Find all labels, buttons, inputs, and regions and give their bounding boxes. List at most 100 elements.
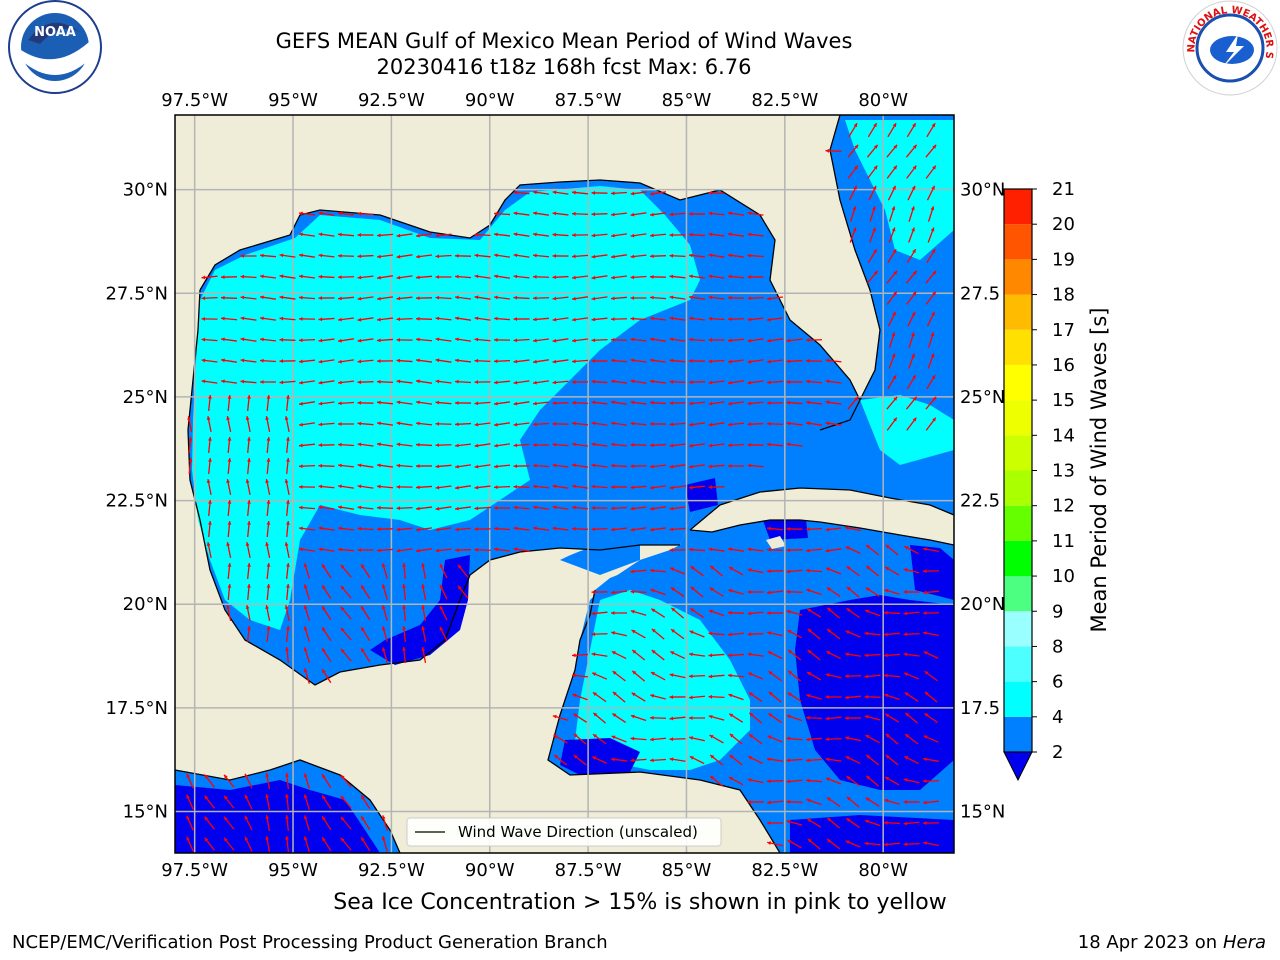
wave-arrow <box>886 396 898 410</box>
wave-arrow <box>227 394 232 412</box>
wave-arrow <box>532 232 550 237</box>
wave-arrow <box>244 773 253 789</box>
colorbar-label: Mean Period of Wind Waves [s] <box>1087 308 1111 633</box>
wave-arrow <box>887 311 897 327</box>
wave-arrow <box>396 548 413 553</box>
wave-arrow <box>340 606 352 620</box>
island-small <box>766 536 786 549</box>
wave-arrow <box>845 630 861 638</box>
wave-arrow <box>454 485 472 490</box>
wave-arrow <box>630 296 647 300</box>
wave-arrow <box>286 583 290 601</box>
wave-arrow <box>825 695 842 699</box>
wave-arrow <box>825 737 842 742</box>
wave-arrow <box>591 632 608 637</box>
wave-arrow <box>298 232 316 237</box>
wave-arrow <box>201 317 218 321</box>
wave-arrow <box>286 394 290 412</box>
wave-arrow <box>925 396 937 410</box>
wave-arrow <box>728 693 744 701</box>
wave-arrow <box>847 165 859 179</box>
wave-arrow <box>591 275 608 280</box>
wave-arrow <box>610 212 628 217</box>
wave-arrow <box>303 836 310 852</box>
wave-arrow <box>454 401 472 405</box>
wave-arrow <box>727 653 745 658</box>
wave-arrow <box>321 647 332 663</box>
wave-arrow <box>825 757 842 762</box>
lat-label-left: 15°N <box>123 802 168 823</box>
wave-arrow <box>208 520 212 538</box>
wave-arrow <box>845 736 861 742</box>
wave-arrow <box>571 421 589 426</box>
wave-arrow <box>923 631 939 637</box>
wave-arrow <box>747 401 764 406</box>
wave-arrow <box>728 776 744 786</box>
wave-arrow <box>303 584 310 600</box>
wave-arrow <box>532 484 550 489</box>
wave-arrow <box>766 421 784 426</box>
wave-arrow <box>747 359 764 364</box>
wave-arrow <box>805 358 823 363</box>
wave-arrow <box>435 421 452 426</box>
wave-arrow <box>573 733 587 745</box>
wave-arrow <box>747 632 764 637</box>
wave-arrow <box>421 626 427 642</box>
wave-arrow <box>591 400 608 405</box>
wave-arrow <box>360 815 371 831</box>
wave-arrow <box>768 670 782 682</box>
legend-text: Wind Wave Direction (unscaled) <box>458 823 698 841</box>
colorbar-tick: 6 <box>1052 672 1063 693</box>
wave-arrow <box>669 253 686 258</box>
wave-arrow <box>848 122 858 138</box>
wave-arrow <box>786 589 803 594</box>
wave-arrow <box>649 358 667 363</box>
wave-arrow <box>240 358 257 363</box>
wave-arrow <box>321 563 332 579</box>
wave-arrow <box>709 565 724 577</box>
credit-date: 18 Apr 2023 on <box>1077 932 1218 953</box>
lat-label-right: 25°N <box>960 387 1005 408</box>
wave-arrow <box>454 358 472 363</box>
wave-arrow <box>591 756 608 764</box>
wave-arrow <box>610 358 628 363</box>
wave-arrow <box>572 693 588 701</box>
wave-arrow <box>532 422 550 427</box>
wave-arrow <box>340 795 352 809</box>
colorbar-tick: 12 <box>1052 496 1075 517</box>
wave-arrow <box>571 359 589 364</box>
wave-arrow <box>649 295 667 300</box>
wave-arrow <box>591 317 608 322</box>
wave-arrow <box>415 548 433 553</box>
wave-arrow <box>903 568 920 574</box>
wave-arrow <box>357 400 374 405</box>
wave-arrow <box>786 548 803 553</box>
wave-arrow <box>630 275 647 280</box>
wave-arrow <box>571 338 589 343</box>
colorbar-bin <box>1004 329 1032 365</box>
wave-arrow <box>220 275 238 280</box>
wave-arrow <box>553 754 568 766</box>
wave-arrow <box>747 317 764 322</box>
wave-arrow <box>630 358 647 363</box>
wave-arrow <box>650 694 666 700</box>
colorbar-bin <box>1004 259 1032 295</box>
wave-arrow <box>513 547 530 552</box>
wave-arrow <box>415 379 433 384</box>
wave-arrow <box>669 212 686 217</box>
wave-arrow <box>708 547 725 552</box>
wave-arrow <box>552 421 569 426</box>
wave-arrow <box>904 691 919 703</box>
colorbar-tick: 20 <box>1052 214 1075 235</box>
wave-arrow <box>318 317 335 322</box>
colorbar-tick: 13 <box>1052 461 1075 482</box>
lon-label-top: 92.5°W <box>358 90 425 111</box>
wave-arrow <box>669 337 686 342</box>
map-frame <box>174 114 955 854</box>
wave-arrow <box>279 380 296 385</box>
wave-arrow <box>805 548 823 553</box>
wave-arrow <box>786 714 803 722</box>
wave-arrow <box>245 479 251 495</box>
wave-arrow <box>886 291 898 305</box>
wave-arrow <box>690 565 704 577</box>
